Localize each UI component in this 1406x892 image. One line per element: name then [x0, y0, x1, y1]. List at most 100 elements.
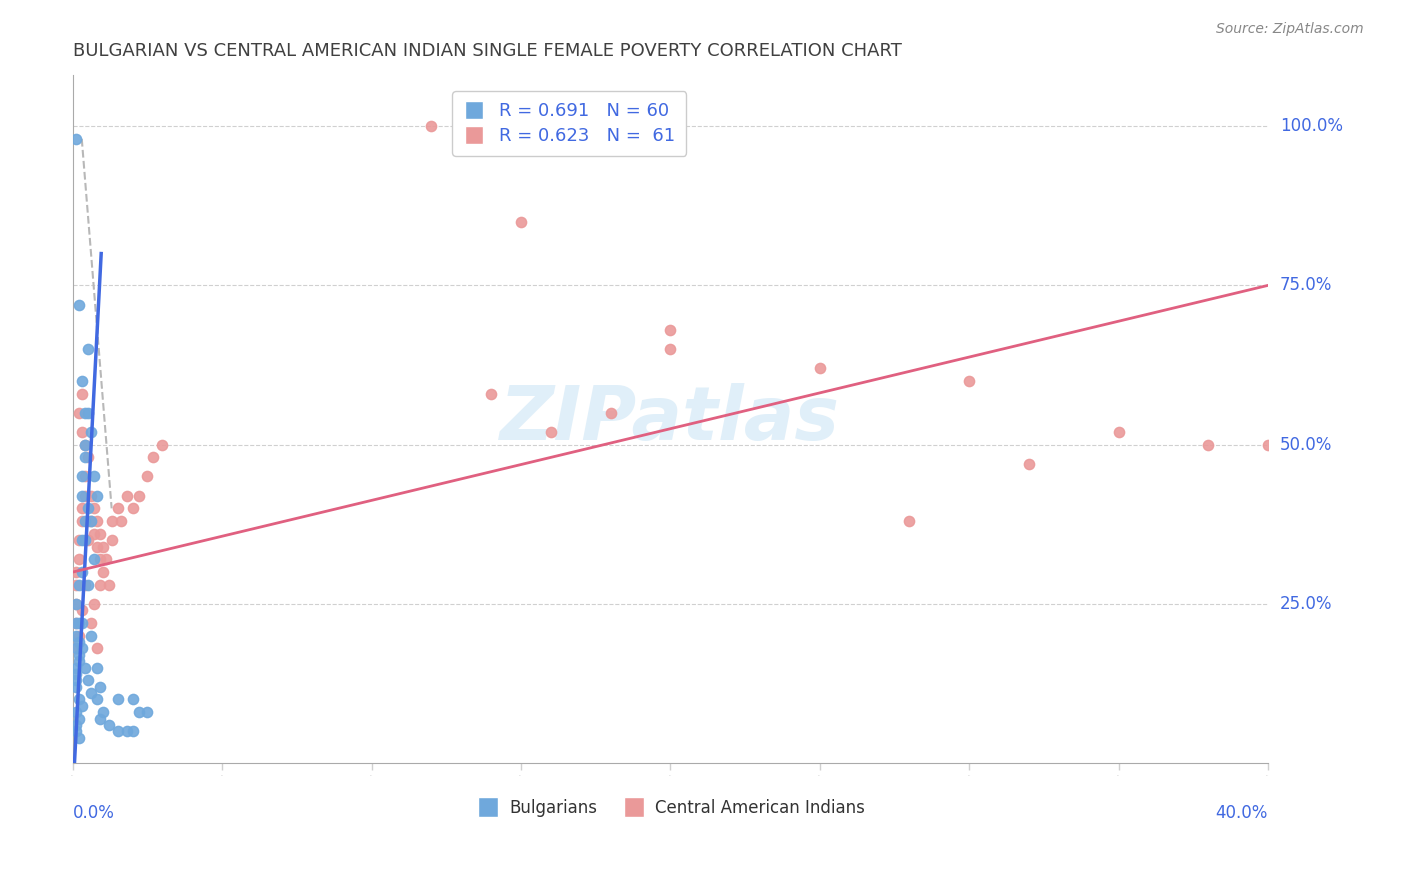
- Point: [86, 641, 108, 656]
- Point: [80, 425, 103, 439]
- Point: [70, 501, 93, 516]
- Point: [136, 705, 159, 719]
- Point: [1018, 457, 1040, 471]
- Point: [67, 635, 90, 649]
- Point: [65, 597, 87, 611]
- Point: [83, 501, 105, 516]
- Point: [67, 615, 90, 630]
- Point: [540, 425, 562, 439]
- Point: [73, 469, 96, 483]
- Point: [70, 386, 93, 401]
- Point: [152, 437, 174, 451]
- Point: [121, 501, 143, 516]
- Point: [80, 686, 103, 700]
- Point: [73, 533, 96, 548]
- Point: [121, 724, 143, 739]
- Text: 50.0%: 50.0%: [1279, 435, 1333, 454]
- Point: [67, 692, 90, 706]
- Point: [420, 119, 443, 133]
- Point: [67, 712, 90, 726]
- Point: [479, 386, 502, 401]
- Text: Source: ZipAtlas.com: Source: ZipAtlas.com: [1216, 22, 1364, 37]
- Point: [115, 489, 138, 503]
- Point: [73, 406, 96, 420]
- Point: [65, 641, 87, 656]
- Point: [70, 565, 93, 579]
- Point: [76, 406, 98, 420]
- Point: [91, 540, 114, 554]
- Point: [65, 615, 87, 630]
- Point: [659, 342, 682, 356]
- Point: [86, 514, 108, 528]
- Point: [91, 565, 114, 579]
- Point: [76, 501, 98, 516]
- Point: [65, 680, 87, 694]
- Point: [70, 603, 93, 617]
- Point: [599, 406, 621, 420]
- Point: [83, 469, 105, 483]
- Point: [107, 692, 129, 706]
- Point: [65, 641, 87, 656]
- Point: [65, 705, 87, 719]
- Text: 0.0%: 0.0%: [73, 805, 115, 822]
- Point: [65, 615, 87, 630]
- Point: [70, 615, 93, 630]
- Point: [1108, 425, 1130, 439]
- Point: [65, 660, 87, 674]
- Point: [83, 526, 105, 541]
- Point: [67, 297, 90, 311]
- Point: [80, 489, 103, 503]
- Point: [91, 705, 114, 719]
- Point: [142, 450, 165, 465]
- Point: [73, 578, 96, 592]
- Point: [67, 731, 90, 745]
- Point: [65, 718, 87, 732]
- Legend: Bulgarians, Central American Indians: Bulgarians, Central American Indians: [470, 792, 872, 823]
- Point: [83, 597, 105, 611]
- Point: [76, 514, 98, 528]
- Point: [97, 718, 120, 732]
- Point: [97, 578, 120, 592]
- Point: [65, 132, 87, 146]
- Point: [110, 514, 132, 528]
- Point: [80, 514, 103, 528]
- Point: [121, 692, 143, 706]
- Point: [70, 425, 93, 439]
- Point: [65, 565, 87, 579]
- Point: [65, 724, 87, 739]
- Point: [136, 469, 159, 483]
- Point: [67, 648, 90, 662]
- Point: [83, 552, 105, 566]
- Point: [70, 374, 93, 388]
- Point: [89, 680, 111, 694]
- Text: 25.0%: 25.0%: [1279, 595, 1333, 613]
- Point: [73, 514, 96, 528]
- Point: [70, 514, 93, 528]
- Point: [67, 552, 90, 566]
- Point: [89, 526, 111, 541]
- Point: [67, 629, 90, 643]
- Point: [1257, 437, 1279, 451]
- Text: BULGARIAN VS CENTRAL AMERICAN INDIAN SINGLE FEMALE POVERTY CORRELATION CHART: BULGARIAN VS CENTRAL AMERICAN INDIAN SIN…: [73, 42, 901, 60]
- Point: [65, 597, 87, 611]
- Point: [73, 437, 96, 451]
- Point: [86, 489, 108, 503]
- Point: [86, 660, 108, 674]
- Point: [898, 514, 921, 528]
- Point: [67, 654, 90, 668]
- Point: [89, 578, 111, 592]
- Point: [76, 342, 98, 356]
- Point: [1197, 437, 1219, 451]
- Point: [80, 514, 103, 528]
- Point: [70, 533, 93, 548]
- Text: 40.0%: 40.0%: [1216, 805, 1268, 822]
- Point: [100, 514, 122, 528]
- Point: [67, 578, 90, 592]
- Point: [65, 629, 87, 643]
- Point: [86, 692, 108, 706]
- Point: [808, 361, 831, 376]
- Point: [67, 533, 90, 548]
- Point: [70, 641, 93, 656]
- Text: 75.0%: 75.0%: [1279, 277, 1333, 294]
- Point: [70, 469, 93, 483]
